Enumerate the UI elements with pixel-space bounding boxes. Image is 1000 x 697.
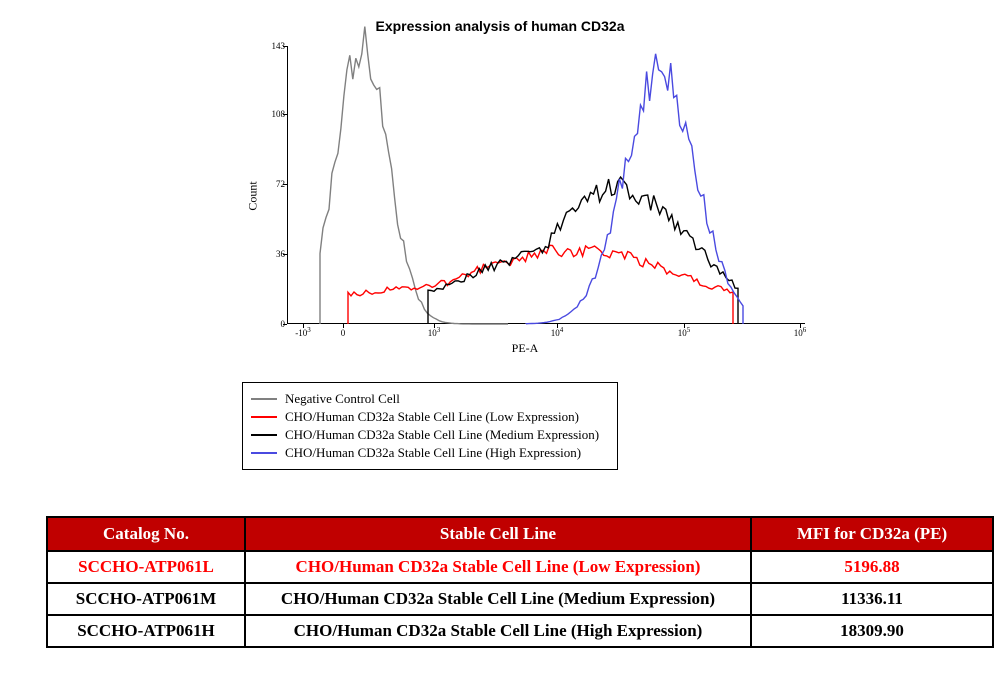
cell-catalog: SCCHO-ATP061H — [47, 615, 245, 647]
x-tick-mark — [684, 324, 685, 328]
x-tick-mark — [434, 324, 435, 328]
col-header-cellline: Stable Cell Line — [245, 517, 751, 551]
x-tick-mark — [557, 324, 558, 328]
x-tick-mark — [343, 324, 344, 328]
histogram-curves — [288, 46, 806, 324]
table-row: SCCHO-ATP061MCHO/Human CD32a Stable Cell… — [47, 583, 993, 615]
legend-swatch — [251, 434, 277, 436]
page-root: { "chart": { "type": "histogram", "title… — [0, 0, 1000, 697]
legend-label: CHO/Human CD32a Stable Cell Line (Medium… — [285, 427, 599, 443]
legend-label: Negative Control Cell — [285, 391, 400, 407]
cell-mfi: 11336.11 — [751, 583, 993, 615]
chart-frame: Count 03672108143 PE-A -1030103104105106 — [245, 46, 805, 346]
legend-swatch — [251, 398, 277, 400]
x-tick-mark — [303, 324, 304, 328]
cell-cellline: CHO/Human CD32a Stable Cell Line (Low Ex… — [245, 551, 751, 583]
table-row: SCCHO-ATP061LCHO/Human CD32a Stable Cell… — [47, 551, 993, 583]
cell-mfi: 5196.88 — [751, 551, 993, 583]
chart-title: Expression analysis of human CD32a — [0, 18, 1000, 34]
legend-swatch — [251, 452, 277, 454]
legend-label: CHO/Human CD32a Stable Cell Line (Low Ex… — [285, 409, 579, 425]
legend-swatch — [251, 416, 277, 418]
cell-cellline: CHO/Human CD32a Stable Cell Line (High E… — [245, 615, 751, 647]
y-tick-label: 143 — [245, 41, 285, 51]
table-row: SCCHO-ATP061HCHO/Human CD32a Stable Cell… — [47, 615, 993, 647]
x-tick-label: 0 — [341, 328, 346, 338]
y-tick-label: 0 — [245, 319, 285, 329]
legend-item: CHO/Human CD32a Stable Cell Line (Low Ex… — [251, 409, 599, 425]
cell-catalog: SCCHO-ATP061L — [47, 551, 245, 583]
col-header-catalog: Catalog No. — [47, 517, 245, 551]
plot-area — [287, 46, 805, 324]
x-axis-label: PE-A — [512, 341, 539, 356]
cell-catalog: SCCHO-ATP061M — [47, 583, 245, 615]
table-header-row: Catalog No. Stable Cell Line MFI for CD3… — [47, 517, 993, 551]
y-tick-mark — [283, 324, 287, 325]
series-curve — [320, 27, 508, 324]
legend-item: CHO/Human CD32a Stable Cell Line (High E… — [251, 445, 599, 461]
x-tick-mark — [800, 324, 801, 328]
cell-cellline: CHO/Human CD32a Stable Cell Line (Medium… — [245, 583, 751, 615]
col-header-mfi: MFI for CD32a (PE) — [751, 517, 993, 551]
series-curve — [428, 177, 738, 324]
legend-item: Negative Control Cell — [251, 391, 599, 407]
legend-item: CHO/Human CD32a Stable Cell Line (Medium… — [251, 427, 599, 443]
y-tick-label: 108 — [245, 109, 285, 119]
legend-box: Negative Control Cell CHO/Human CD32a Sta… — [242, 382, 618, 470]
mfi-table: Catalog No. Stable Cell Line MFI for CD3… — [46, 516, 994, 648]
y-tick-label: 72 — [245, 179, 285, 189]
cell-mfi: 18309.90 — [751, 615, 993, 647]
series-curve — [526, 54, 743, 324]
legend-label: CHO/Human CD32a Stable Cell Line (High E… — [285, 445, 581, 461]
y-tick-label: 36 — [245, 249, 285, 259]
